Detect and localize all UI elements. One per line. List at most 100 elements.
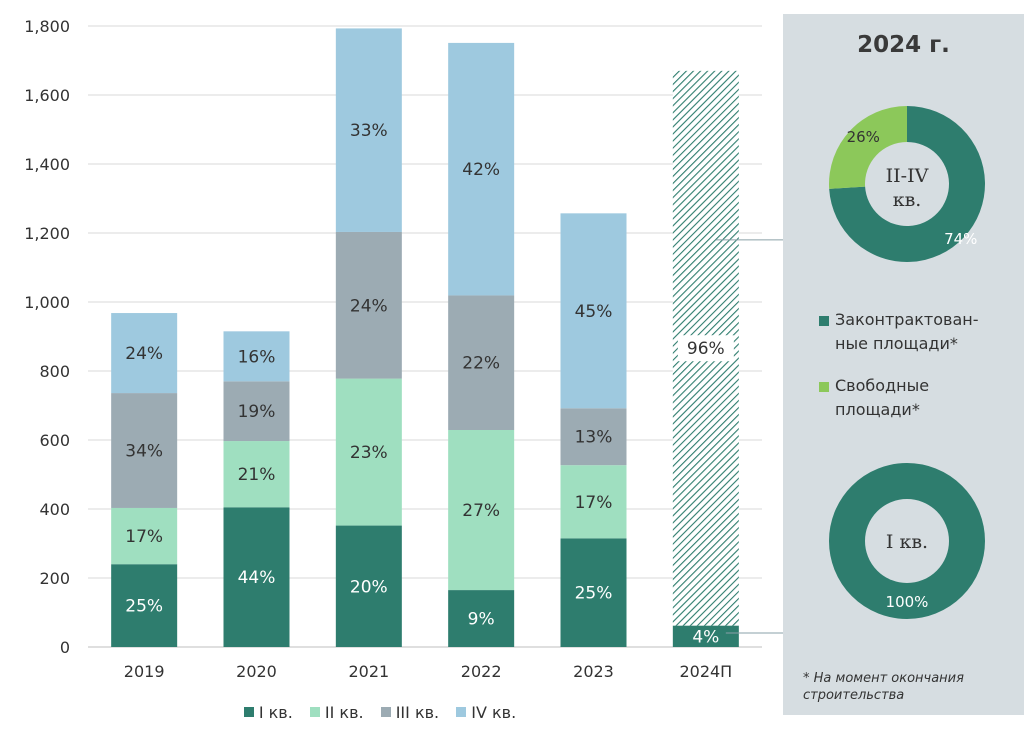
x-tick-label: 2022 [461, 662, 502, 681]
x-axis-ticks: 2019 2020 2021 2022 2023 2024П [124, 662, 732, 681]
bar-data-label: 16% [238, 347, 276, 367]
legend-label-q2: II кв. [324, 703, 364, 722]
y-tick-label: 400 [39, 500, 70, 519]
bar-segment [448, 42, 515, 296]
x-tick-label: 2019 [124, 662, 165, 681]
bar-data-label: 24% [125, 344, 163, 364]
bar-data-label: 23% [350, 443, 388, 463]
bar-data-label: 25% [575, 584, 613, 604]
bar-segment [560, 408, 627, 466]
x-tick-label: 2024П [679, 662, 732, 681]
bar-data-label: 42% [462, 160, 500, 180]
donut-top-slice [829, 106, 907, 189]
bar-segment [223, 331, 290, 382]
bar-segment [335, 378, 402, 526]
bar-segment [111, 564, 178, 647]
y-tick-label: 1,400 [24, 155, 70, 174]
bar-segment [111, 313, 178, 394]
legend-free-swatch [819, 382, 829, 392]
donut-bottom-ring [829, 463, 985, 619]
x-tick-label: 2021 [348, 662, 389, 681]
bar-segment [223, 381, 290, 442]
bar-data-label: 13% [575, 428, 613, 448]
bar-segment [448, 295, 515, 430]
bar-data-label: 19% [238, 402, 276, 422]
bar-data-label: 25% [125, 597, 163, 617]
forecast-panel: 2024 г. 74% 26% II-IV кв. 100% I кв. Законтра… [783, 14, 1024, 715]
legend-swatch-q1 [243, 707, 254, 717]
footnote-line2: строительства [803, 688, 905, 703]
bar-segment [223, 507, 290, 647]
bar-segment [111, 393, 178, 508]
legend-item-q2: II кв. [309, 703, 364, 722]
donut-top-slice-label: 26% [847, 128, 880, 146]
bar-data-label: 21% [238, 465, 276, 485]
legend-free-line1: Свободные [835, 376, 930, 395]
bar-segment [111, 507, 178, 565]
donut-top-center-line1: II-IV [886, 165, 929, 187]
y-tick-label: 600 [39, 431, 70, 450]
bar-segment [335, 525, 402, 647]
legend-label-q4: IV кв. [471, 703, 517, 722]
bar-segment [335, 28, 402, 232]
bar-segment [560, 213, 627, 409]
donut-top-slice [829, 106, 985, 262]
bar-data-label: 4% [692, 627, 719, 647]
bar-segment [223, 441, 290, 508]
bar-data-label: 45% [575, 302, 613, 322]
bar-data-label: 9% [468, 610, 495, 630]
bar-data-label: 34% [125, 442, 163, 462]
legend-item-q3: III кв. [380, 703, 440, 722]
donut-top-slice-label: 74% [944, 230, 977, 248]
bar-segment [560, 465, 627, 539]
bar-segment [448, 429, 515, 591]
legend-swatch-q4 [456, 707, 467, 717]
bar-data-label: 17% [575, 493, 613, 513]
y-tick-label: 1,200 [24, 224, 70, 243]
y-tick-label: 1,600 [24, 86, 70, 105]
y-tick-label: 0 [60, 638, 70, 657]
x-tick-label: 2023 [573, 662, 614, 681]
bar-data-label: 24% [350, 296, 388, 316]
legend-label-q3: III кв. [395, 703, 440, 722]
legend-item-q1: I кв. [243, 703, 293, 722]
grid-lines [88, 25, 762, 648]
bars: 25% 17% 34% 24% 44% 21% 19% 16% 20% 23% 24% 33% 9% 27… [111, 28, 739, 647]
legend-swatch-q2 [309, 707, 320, 717]
legend-item-q4: IV кв. [456, 703, 516, 722]
bar-data-label: 22% [462, 354, 500, 374]
donut-top-center-line2: кв. [893, 189, 922, 211]
bar-data-label: 44% [238, 568, 276, 588]
bar-data-label: 20% [350, 577, 388, 597]
bar-data-label: 33% [350, 121, 388, 141]
x-tick-label: 2020 [236, 662, 277, 681]
bar-data-label: 27% [462, 501, 500, 521]
y-axis-ticks: 0 200 400 600 800 1,000 1,200 1,400 1,600 1,800 [24, 17, 70, 657]
y-tick-label: 1,800 [24, 17, 70, 36]
footnote-line1: * На момент окончания [803, 671, 964, 686]
footnote: * На момент окончания строительства [803, 670, 1018, 704]
bar-segment [335, 231, 402, 379]
y-tick-label: 800 [39, 362, 70, 381]
forecast-label-bg [677, 335, 734, 362]
legend-swatch-q3 [380, 707, 391, 717]
series-legend: I кв. II кв. III кв. IV кв. [0, 703, 760, 722]
bar-segment [560, 538, 627, 647]
panel-title: 2024 г. [857, 32, 950, 58]
forecast-data-label: 96% [687, 339, 725, 359]
donut-bottom-center-label: I кв. [886, 531, 928, 553]
legend-contracted-line1: Законтрактован- [835, 310, 979, 329]
legend-contracted-line2: ные площади* [835, 334, 958, 353]
bar-segment [672, 625, 739, 647]
y-tick-label: 200 [39, 569, 70, 588]
y-tick-label: 1,000 [24, 293, 70, 312]
legend-contracted-swatch [819, 316, 829, 326]
legend-free: Свободные площади* [819, 374, 930, 422]
bar-data-label: 17% [125, 527, 163, 547]
donut-bottom-slice-label: 100% [886, 593, 929, 611]
bar-segment [448, 590, 515, 647]
legend-free-line2: площади* [835, 400, 920, 419]
legend-contracted: Законтрактован- ные площади* [819, 308, 979, 356]
